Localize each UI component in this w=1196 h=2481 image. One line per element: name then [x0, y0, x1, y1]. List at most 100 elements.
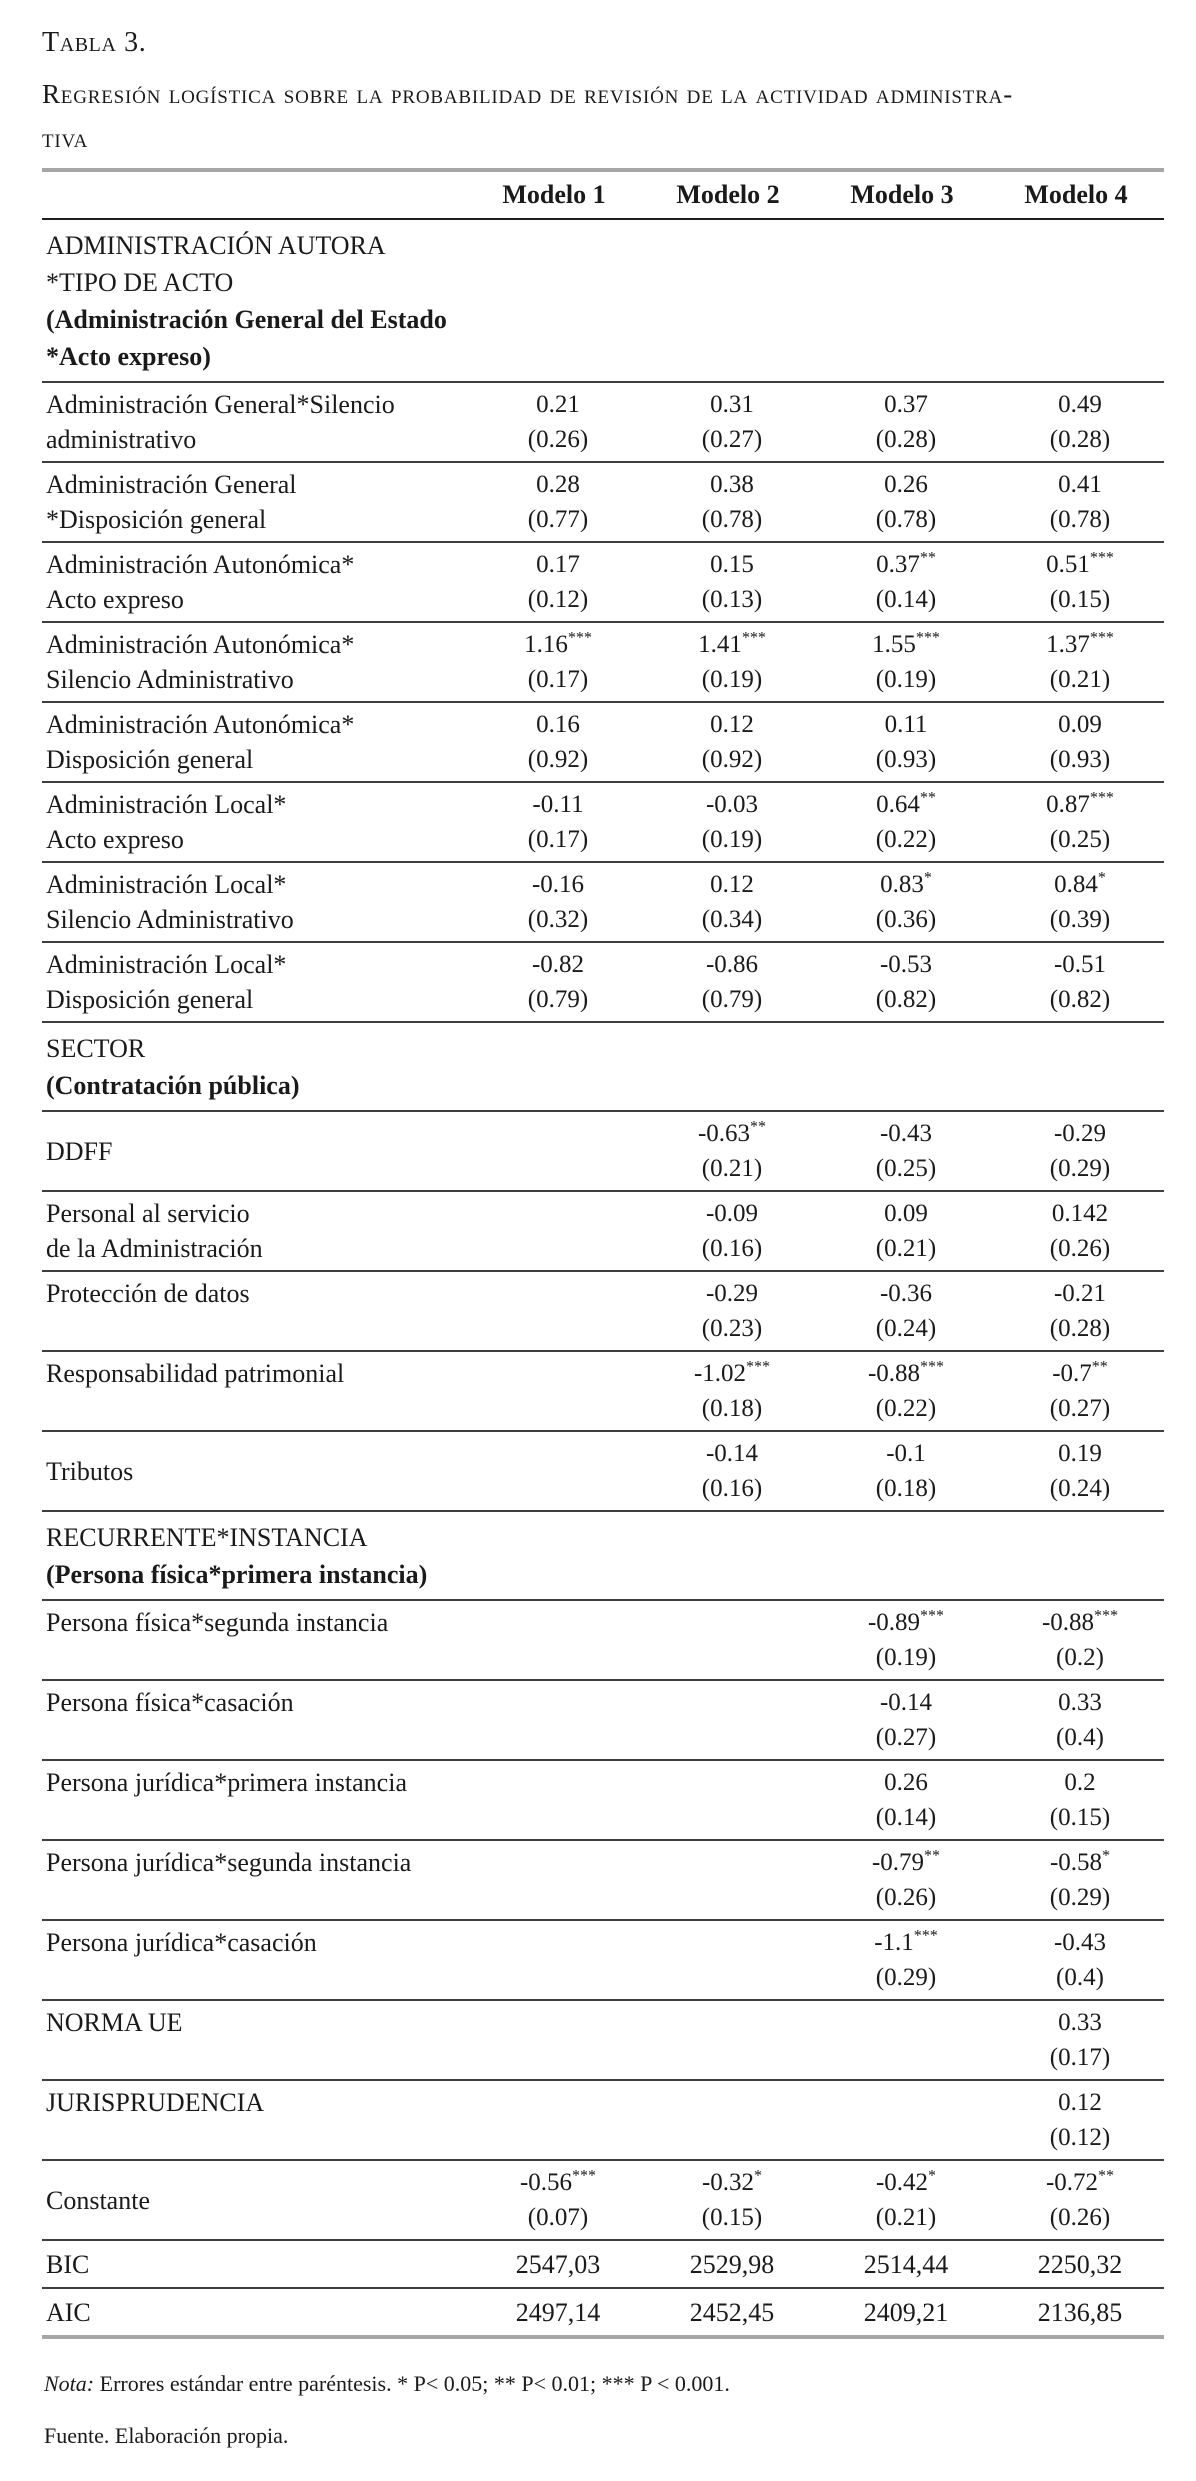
cell-modelo-3: -0.42* (0.21) [819, 2165, 993, 2235]
standard-error-value: (0.19) [701, 666, 763, 693]
cell-modelo-3: 2514,44 [863, 2249, 949, 2279]
section-header-text: SECTOR (Contratación pública) [46, 1034, 300, 1100]
cell-modelo-4: 0.09 (0.93) [993, 707, 1167, 777]
coefficient-value: 0.17 [536, 551, 580, 578]
row-label: Administración Autonómica* Disposición ge… [46, 710, 355, 774]
cell-modelo-1 [471, 1436, 645, 1506]
coefficient-value: 0.15 [710, 551, 754, 578]
coefficient-value: 0.16 [536, 711, 580, 738]
cell-modelo-2 [645, 2005, 819, 2075]
standard-error-value: (0.36) [875, 906, 937, 933]
cell-modelo-1 [471, 2005, 645, 2075]
standard-error-value: (0.79) [701, 986, 763, 1013]
cell-modelo-4: -0.51 (0.82) [993, 947, 1167, 1017]
standard-error-value: (0.17) [527, 666, 589, 693]
table-number-title: Tabla 3. [42, 27, 147, 58]
cell-modelo-2: -0.86 (0.79) [645, 947, 819, 1017]
standard-error-value: (0.19) [701, 826, 763, 853]
standard-error-value: (0.78) [1049, 506, 1111, 533]
row-label: Administración Autonómica* Silencio Admin… [46, 630, 355, 694]
cell-modelo-2: 0.12 (0.92) [645, 707, 819, 777]
coefficient-value: 0.142 [1051, 1200, 1109, 1227]
caption-line-1: Regresión logística sobre la probabilida… [42, 79, 1013, 109]
cell-modelo-1 [471, 1196, 645, 1266]
standard-error-value: (0.07) [527, 2204, 589, 2231]
coefficient-value: -0.89*** [867, 1607, 945, 1636]
standard-error-value: (0.92) [701, 746, 763, 773]
coefficient-value: -0.03 [705, 791, 759, 818]
standard-error-value: (0.16) [701, 1235, 763, 1262]
cell-modelo-4: -0.72** (0.26) [993, 2165, 1167, 2235]
cell-modelo-4: 0.33 (0.17) [993, 2005, 1167, 2075]
cell-modelo-4: 0.87*** (0.25) [993, 787, 1167, 857]
standard-error-value: (0.39) [1049, 906, 1111, 933]
cell-modelo-2: -0.32* (0.15) [645, 2165, 819, 2235]
standard-error-value: (0.16) [701, 1475, 763, 1502]
standard-error-value: (0.4) [1056, 1964, 1104, 1991]
coefficient-value: 0.41 [1058, 471, 1102, 498]
cell-modelo-2: 0.12 (0.34) [645, 867, 819, 937]
coefficient-value: 0.37 [884, 391, 928, 418]
cell-modelo-3: 2409,21 [863, 2297, 949, 2327]
column-header-modelo-1: Modelo 1 [502, 180, 606, 209]
standard-error-value: (0.18) [875, 1475, 937, 1502]
row-label: Administración Local* Silencio Administra… [46, 870, 294, 934]
standard-error-value: (0.29) [1049, 1155, 1111, 1182]
cell-modelo-3: -0.89*** (0.19) [819, 1605, 993, 1675]
table-row: Administración Autonómica* Silencio Admin… [42, 623, 1164, 703]
standard-error-value: (0.15) [1049, 586, 1111, 613]
standard-error-value: (0.14) [875, 586, 937, 613]
coefficient-value: 0.12 [710, 871, 754, 898]
coefficient-value: 0.51*** [1046, 549, 1114, 578]
coefficient-value: 0.28 [536, 471, 580, 498]
table-caption: Regresión logística sobre la probabilida… [42, 72, 1166, 160]
coefficient-value: -0.36 [879, 1280, 933, 1307]
table-body: ADMINISTRACIÓN AUTORA *TIPO DE ACTO (Admin… [42, 220, 1164, 2339]
row-label: JURISPRUDENCIA [46, 2088, 265, 2117]
table-row: AIC 2497,14 2452,45 2409,21 2136,85 [42, 2289, 1164, 2339]
cell-modelo-4: 2136,85 [1037, 2297, 1123, 2327]
standard-error-value: (0.92) [527, 746, 589, 773]
coefficient-value: 0.33 [1058, 1689, 1102, 1716]
standard-error-value: (0.29) [875, 1964, 937, 1991]
standard-error-value: (0.12) [1049, 2124, 1111, 2151]
cell-modelo-3: 0.11 (0.93) [819, 707, 993, 777]
section-header-text: RECURRENTE*INSTANCIA (Persona física*prim… [46, 1523, 428, 1589]
coefficient-value: -0.43 [1053, 1929, 1107, 1956]
standard-error-value: (0.93) [1049, 746, 1111, 773]
section-header-text: ADMINISTRACIÓN AUTORA *TIPO DE ACTO (Admin… [46, 231, 447, 371]
cell-modelo-4: -0.29 (0.29) [993, 1116, 1167, 1186]
table-row: Tributos -0.14 (0.16) -0.1 (0.18) 0.19 (0.24) [42, 1432, 1164, 1512]
coefficient-value: -1.1*** [874, 1927, 938, 1956]
coefficient-value: 0.26 [884, 471, 928, 498]
cell-modelo-1 [471, 1925, 645, 1995]
table-row: Administración Autonómica* Acto expreso 0.… [42, 543, 1164, 623]
table-row: Administración Autonómica* Disposición ge… [42, 703, 1164, 783]
standard-error-value: (0.2) [1056, 1644, 1104, 1671]
cell-modelo-2 [645, 2085, 819, 2155]
cell-modelo-2: 0.15 (0.13) [645, 547, 819, 617]
coefficient-value: -0.88*** [867, 1358, 945, 1387]
table-row: Constante -0.56*** (0.07) -0.32* (0.15) -0.42… [42, 2161, 1164, 2241]
coefficient-value: 1.16*** [524, 629, 592, 658]
cell-modelo-2 [645, 1845, 819, 1915]
row-label: Persona física*casación [46, 1688, 294, 1717]
standard-error-value: (0.78) [701, 506, 763, 533]
standard-error-value: (0.25) [875, 1155, 937, 1182]
cell-modelo-1: -0.11 (0.17) [471, 787, 645, 857]
table-row: DDFF -0.63** (0.21) -0.43 (0.25) -0.29 (0.29) [42, 1112, 1164, 1192]
standard-error-value: (0.21) [1049, 666, 1111, 693]
cell-modelo-2: 2452,45 [689, 2297, 775, 2327]
cell-modelo-1: 2547,03 [515, 2249, 601, 2279]
cell-modelo-3: 0.26 (0.14) [819, 1765, 993, 1835]
cell-modelo-2 [645, 1685, 819, 1755]
coefficient-value: -0.7** [1052, 1358, 1108, 1387]
coefficient-value: -0.1 [886, 1440, 926, 1467]
coefficient-value: 0.37** [876, 549, 936, 578]
cell-modelo-3: 1.55*** (0.19) [819, 627, 993, 697]
standard-error-value: (0.34) [701, 906, 763, 933]
cell-modelo-3: -0.53 (0.82) [819, 947, 993, 1017]
standard-error-value: (0.82) [1049, 986, 1111, 1013]
coefficient-value: -0.14 [705, 1440, 759, 1467]
standard-error-value: (0.27) [875, 1724, 937, 1751]
